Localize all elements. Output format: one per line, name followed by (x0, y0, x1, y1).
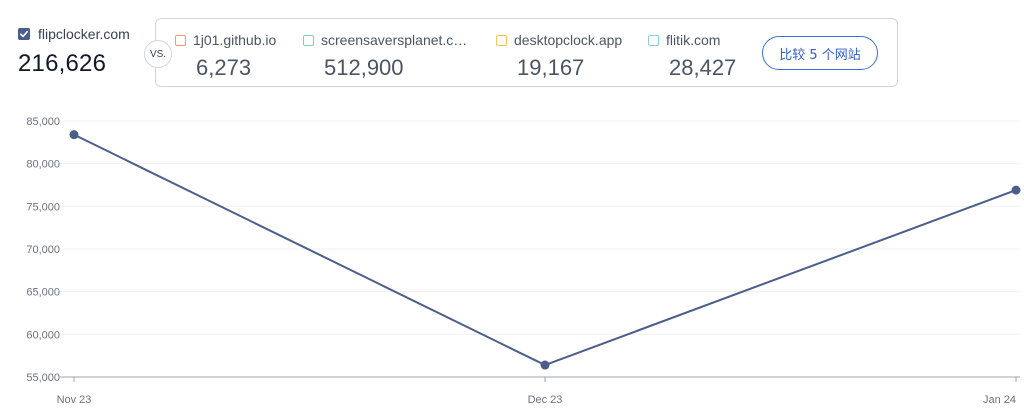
y-tick-label: 70,000 (26, 244, 60, 256)
competitor-name[interactable]: screensaversplanet.co... (321, 32, 471, 48)
competitor-item: desktopclock.app 19,167 (496, 31, 622, 81)
competitor-name[interactable]: desktopclock.app (514, 32, 623, 48)
compare-sites-button[interactable]: 比较 5 个网站 (762, 36, 878, 70)
x-tick-label: Jan 24 (983, 394, 1016, 406)
check-icon (20, 30, 29, 38)
competitor-value: 19,167 (517, 55, 585, 80)
data-point (540, 360, 550, 370)
y-tick-label: 85,000 (26, 116, 60, 128)
competitor-value: 512,900 (324, 55, 404, 80)
primary-site-checkbox[interactable] (18, 28, 30, 40)
competitor-checkbox[interactable] (303, 34, 314, 46)
competitor-item: screensaversplanet.co... 512,900 (303, 31, 471, 81)
y-tick-label: 65,000 (26, 287, 60, 299)
x-tick-label: Nov 23 (57, 394, 92, 406)
y-tick-label: 55,000 (26, 372, 60, 384)
primary-site-name: flipclocker.com (38, 26, 130, 42)
y-tick-label: 60,000 (26, 329, 60, 341)
competitor-name[interactable]: flitik.com (666, 32, 721, 48)
primary-site-value: 216,626 (18, 50, 107, 77)
series-line (73, 133, 1017, 367)
competitor-checkbox[interactable] (496, 34, 507, 46)
data-point (69, 130, 79, 140)
chart-svg: 55,000 60,000 65,000 70,000 75,000 80,000 85,0… (26, 116, 1021, 406)
primary-site: flipclocker.com 216,626 (18, 24, 143, 78)
competitor-checkbox[interactable] (648, 34, 659, 46)
competitor-item: flitik.com 28,427 (648, 31, 736, 81)
competitor-value: 28,427 (669, 55, 737, 80)
traffic-line-chart: 55,000 60,000 65,000 70,000 75,000 80,000 85,0… (0, 100, 1024, 409)
x-tick-label: Dec 23 (528, 394, 563, 406)
competitor-item: 1j01.github.io 6,273 (175, 31, 276, 81)
competitor-value: 6,273 (196, 55, 252, 80)
data-point (1011, 185, 1021, 195)
competitors-box: 1j01.github.io 6,273 screensaversplanet.… (155, 18, 898, 87)
y-tick-label: 80,000 (26, 159, 60, 171)
vs-badge: VS. (144, 40, 172, 68)
y-tick-label: 75,000 (26, 201, 60, 213)
competitor-name[interactable]: 1j01.github.io (193, 32, 277, 48)
competitor-checkbox[interactable] (175, 34, 186, 46)
